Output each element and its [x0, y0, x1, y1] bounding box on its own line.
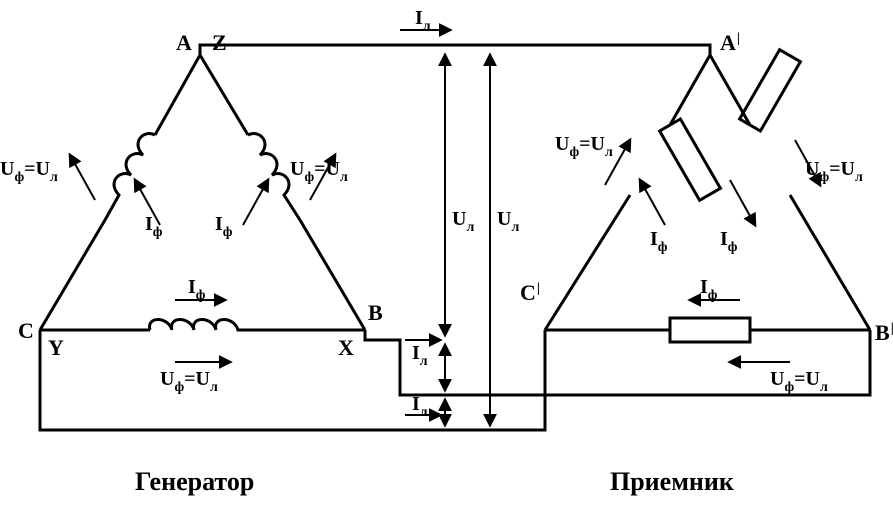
arrow-iphi-ab [243, 180, 268, 225]
iphi-cb-label: Iф [188, 276, 206, 303]
label-X: X [338, 335, 354, 360]
arrow-iphi-rec-ab [730, 180, 755, 225]
iphi-ac-label: Iф [145, 213, 163, 240]
rec-side-AB [710, 50, 870, 330]
caption-generator: Генератор [135, 467, 254, 496]
gen-side-AB [200, 55, 365, 330]
il-mid-label: Iл [412, 342, 428, 369]
coil-ac-icon [105, 134, 155, 220]
ul-col2-label: Uл [497, 208, 519, 235]
label-A: A [176, 30, 192, 55]
coil-cb-icon [150, 320, 250, 331]
u-rec-ac-label: Uф=Uл [555, 133, 613, 160]
label-B: B [368, 300, 383, 325]
rec-side-AC [545, 55, 720, 330]
iphi-rec-ab-label: Iф [720, 228, 738, 255]
label-Ap: A| [720, 30, 740, 55]
u-rec-cb-label: Uф=Uл [770, 368, 828, 395]
u-rec-ab-label: Uф=Uл [805, 158, 863, 185]
label-C: C [18, 318, 34, 343]
u-ac-label: Uф=Uл [0, 158, 58, 185]
u-cb-label: Uф=Uл [160, 368, 218, 395]
arrow-iphi-rec-ac [640, 180, 665, 225]
iphi-rec-cb-label: Iф [700, 276, 718, 303]
caption-receiver: Приемник [610, 467, 734, 496]
u-ab-label: Uф=Uл [290, 158, 348, 185]
label-Z: Z [212, 30, 227, 55]
resistor-ac-icon [660, 119, 721, 200]
label-Cp: C| [520, 280, 540, 305]
label-Y: Y [48, 335, 64, 360]
circuit-diagram: A Z C Y B X Iф Iф Iф Uф=Uл Uф=Uл Uф=Uл A… [0, 0, 893, 512]
iphi-rec-ac-label: Iф [650, 228, 668, 255]
ul-col1-label: Uл [452, 208, 474, 235]
iphi-ab-label: Iф [215, 213, 233, 240]
arrow-u-ac [70, 155, 95, 200]
label-Bp: B| [875, 320, 893, 345]
gen-side-AC [40, 55, 200, 330]
rec-side-CB [545, 318, 870, 342]
resistor-ab-icon [740, 50, 801, 131]
gen-side-CB [40, 320, 365, 331]
resistor-cb-icon [670, 318, 750, 342]
line-bot [40, 330, 545, 430]
line-top [200, 45, 710, 55]
